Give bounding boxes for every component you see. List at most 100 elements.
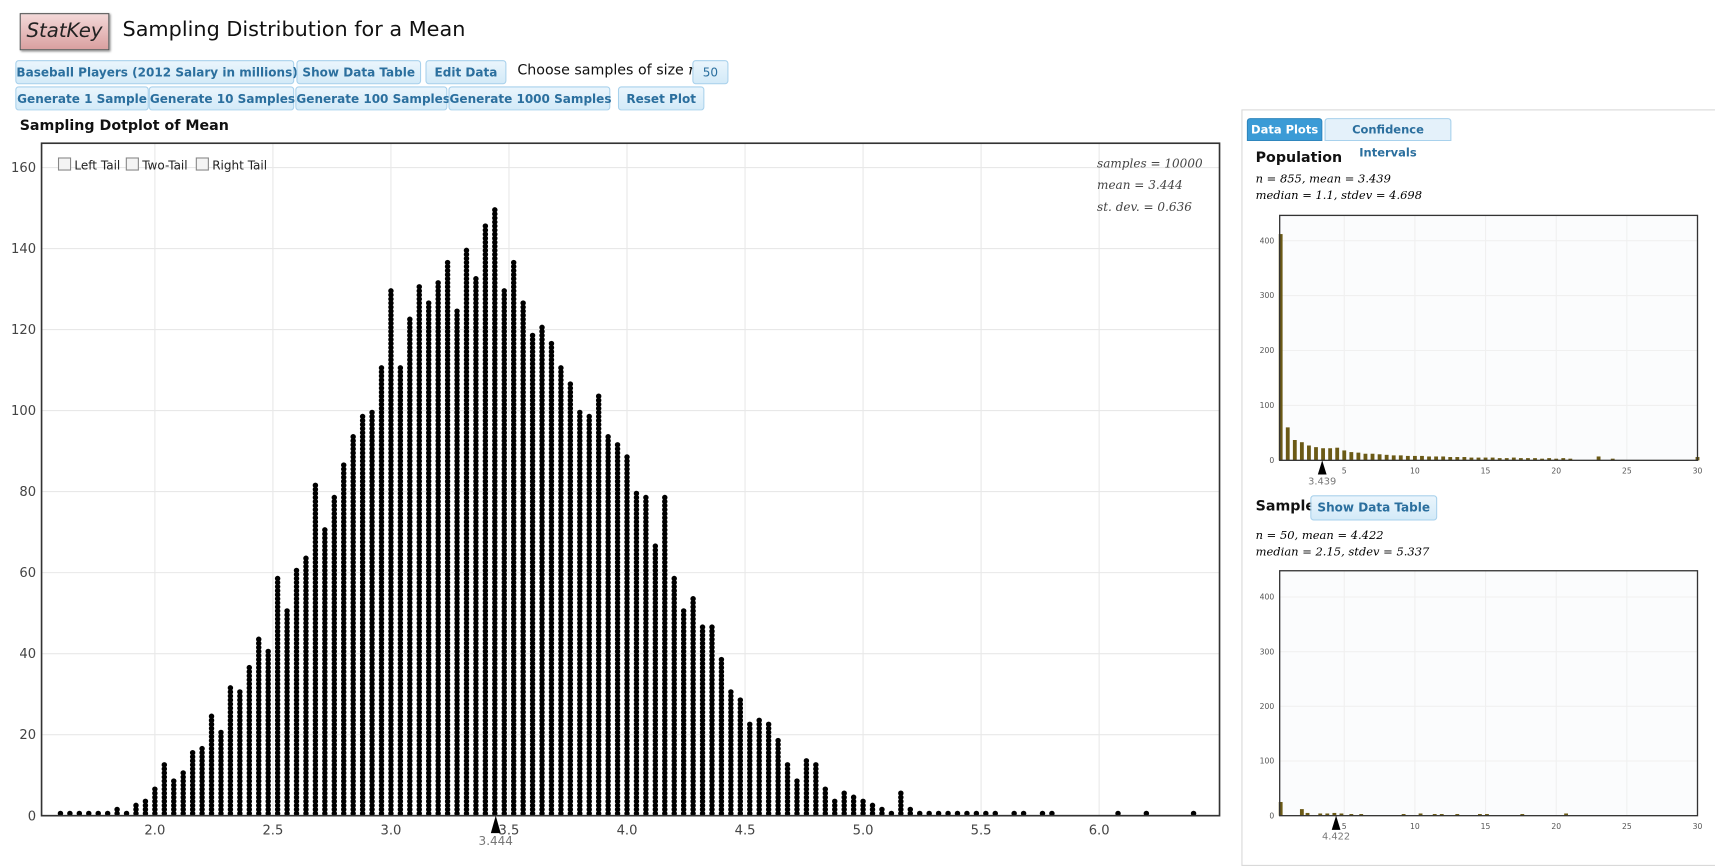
x-tick-label: 25 xyxy=(1622,822,1632,831)
bar xyxy=(1356,452,1361,461)
bar xyxy=(1285,427,1290,461)
population-title: Population xyxy=(1255,149,1343,167)
tail-checkbox[interactable]: Right Tail xyxy=(195,157,268,173)
stat: median = 2.15, stdev = 5.337 xyxy=(1255,545,1430,559)
x-tick-label: 25 xyxy=(1622,466,1632,475)
y-tick-label: 40 xyxy=(19,647,36,662)
bar xyxy=(1554,458,1559,461)
bar xyxy=(1339,813,1344,816)
x-tick-label: 5 xyxy=(1342,822,1347,831)
y-tick-label: 160 xyxy=(11,161,36,176)
bar xyxy=(1434,456,1439,461)
bar xyxy=(1497,458,1502,461)
tail-label: Right Tail xyxy=(212,158,268,173)
plot-background xyxy=(1279,215,1698,461)
tab-active[interactable]: Data Plots xyxy=(1246,118,1323,142)
bar xyxy=(1377,454,1382,461)
bar xyxy=(1412,455,1417,461)
generate-button[interactable]: Generate 1 Sample xyxy=(15,86,149,111)
bar xyxy=(1547,458,1552,461)
show-table-button[interactable]: Show Data Table xyxy=(296,60,422,85)
bar xyxy=(1533,458,1537,461)
dataset-dropdown[interactable]: Baseball Players (2012 Salary in million… xyxy=(15,60,308,85)
bar xyxy=(1568,458,1573,461)
y-tick-label: 100 xyxy=(11,404,36,419)
dotplot-stats: samples = 10000 mean = 3.444 st. dev. = 0.… xyxy=(1097,153,1203,219)
sample-table-button[interactable]: Show Data Table xyxy=(1310,495,1438,521)
y-tick-label: 200 xyxy=(1260,346,1275,355)
bar xyxy=(1455,814,1460,816)
x-tick-label: 5.0 xyxy=(853,823,874,838)
generate-button[interactable]: Generate 10 Samples xyxy=(148,86,295,111)
y-tick-label: 20 xyxy=(19,728,36,743)
stat: samples = 10000 xyxy=(1097,156,1203,171)
reset-button[interactable]: Reset Plot xyxy=(617,86,705,111)
bar xyxy=(1485,814,1489,816)
plot-frame xyxy=(1279,214,1699,461)
bar xyxy=(1418,813,1423,816)
edit-data-button[interactable]: Edit Data xyxy=(425,60,507,85)
bar xyxy=(1292,440,1297,461)
stat: mean = 3.444 xyxy=(1097,178,1183,193)
bar xyxy=(1518,458,1523,461)
sample-title: Sample xyxy=(1255,498,1315,515)
mean-marker xyxy=(1331,815,1341,830)
generate-button[interactable]: Generate 1000 Samples xyxy=(448,86,612,111)
y-tick-label: 140 xyxy=(11,242,36,257)
bar xyxy=(1561,458,1566,461)
bar xyxy=(1476,457,1481,461)
sample-stats: n = 50, mean = 4.422 median = 2.15, stdev… xyxy=(1256,528,1430,561)
x-tick-label: 20 xyxy=(1551,822,1561,831)
bar xyxy=(1420,455,1424,461)
bar xyxy=(1278,802,1283,816)
plot-frame xyxy=(40,142,1221,817)
y-tick-label: 100 xyxy=(1260,401,1275,410)
bar xyxy=(1477,814,1482,816)
population-stats: n = 855, mean = 3.439 median = 1.1, stdev… xyxy=(1256,172,1422,205)
stat: st. dev. = 0.636 xyxy=(1097,200,1192,215)
tail-checkbox[interactable]: Left Tail xyxy=(57,157,121,173)
y-tick-label: 100 xyxy=(1260,757,1275,766)
x-tick-label: 20 xyxy=(1551,466,1561,475)
y-tick-label: 0 xyxy=(28,809,36,824)
y-tick-label: 200 xyxy=(1260,702,1275,711)
bar xyxy=(1441,456,1446,461)
size-label: Choose samples of size xyxy=(517,62,684,79)
logo[interactable]: StatKey xyxy=(19,13,110,51)
y-tick-label: 0 xyxy=(1269,811,1274,820)
tab[interactable]: Confidence Intervals xyxy=(1324,118,1452,160)
stat: n = 50, mean = 4.422 xyxy=(1255,529,1384,543)
y-tick-label: 400 xyxy=(1260,236,1275,245)
mean-marker xyxy=(1317,460,1327,475)
tail-checkbox[interactable]: Two-Tail xyxy=(125,157,188,173)
generate-button[interactable]: Generate 100 Samples xyxy=(295,86,450,111)
sample-size-input[interactable]: 50 xyxy=(692,60,729,85)
x-tick-label: 4.5 xyxy=(735,823,756,838)
bar xyxy=(1335,447,1340,461)
stat: n = 855, mean = 3.439 xyxy=(1255,172,1391,186)
bar xyxy=(1314,447,1318,461)
y-tick-label: 120 xyxy=(11,323,36,338)
bar xyxy=(1391,455,1396,461)
plot-background xyxy=(1279,570,1698,816)
dotplot-title: Sampling Dotplot of Mean xyxy=(19,118,229,135)
x-tick-label: 5 xyxy=(1342,466,1347,475)
bar xyxy=(1462,457,1467,461)
bar xyxy=(1401,814,1406,816)
bar xyxy=(1610,458,1615,461)
x-tick-label: 2.5 xyxy=(262,823,283,838)
x-tick-label: 10 xyxy=(1410,466,1420,475)
x-tick-label: 5.5 xyxy=(971,823,992,838)
bar xyxy=(1511,457,1516,461)
bar xyxy=(1398,455,1403,461)
x-tick-label: 30 xyxy=(1693,466,1703,475)
plot-background xyxy=(41,143,1220,816)
bar xyxy=(1299,442,1304,461)
bar xyxy=(1432,814,1437,816)
tail-label: Left Tail xyxy=(74,158,121,173)
bar xyxy=(1299,809,1304,816)
y-tick-label: 80 xyxy=(19,485,36,500)
bar xyxy=(1318,813,1323,816)
bar xyxy=(1328,448,1333,461)
